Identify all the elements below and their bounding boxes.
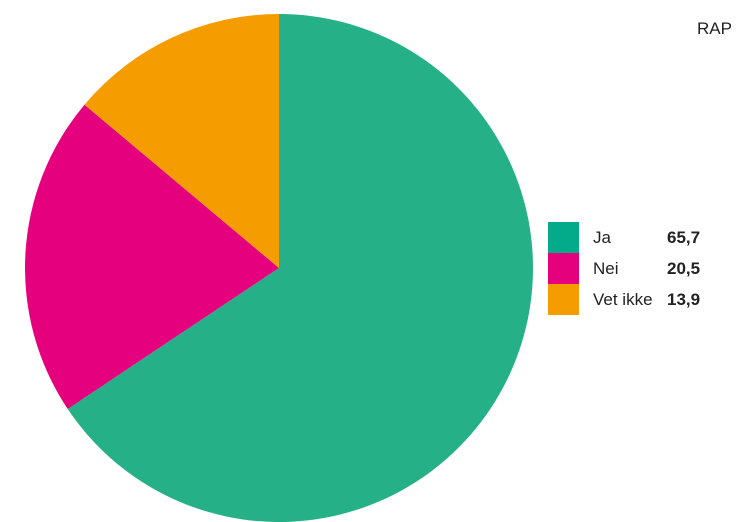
legend-label-vet-ikke: Vet ikke: [593, 289, 653, 309]
legend-item-nei: Nei 20,5: [548, 253, 738, 284]
pie-slice-ja: [67, 14, 533, 522]
legend-swatch-nei: [548, 253, 579, 284]
pie-slice-vet-ikke: [84, 14, 279, 268]
legend-value-vet-ikke: 13,9: [667, 289, 701, 309]
legend-value-ja: 65,7: [667, 227, 701, 247]
pie-slices: [24, 14, 533, 522]
legend-swatch-vet-ikke: [548, 284, 579, 315]
legend-item-ja: Ja 65,7: [548, 222, 738, 253]
legend-item-vet-ikke: Vet ikke 13,9: [548, 284, 738, 315]
legend-swatch-ja: [548, 222, 579, 253]
legend-value-nei: 20,5: [667, 258, 701, 278]
legend-label-nei: Nei: [593, 258, 619, 278]
legend-label-ja: Ja: [593, 227, 611, 247]
source-label: RAP: [697, 19, 732, 38]
legend: Ja 65,7 Nei 20,5 Vet ikke 13,9: [548, 222, 738, 315]
pie-slice-nei: [24, 104, 280, 409]
